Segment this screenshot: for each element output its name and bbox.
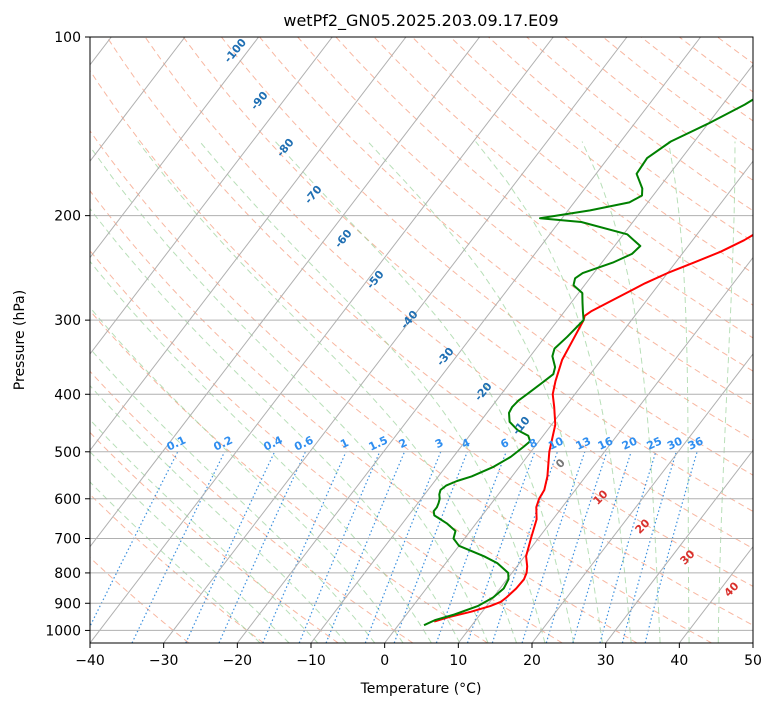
y-axis-label: Pressure (hPa): [12, 290, 28, 390]
y-tick-label: 900: [54, 596, 81, 612]
y-tick-label: 1000: [45, 623, 81, 639]
y-tick-label: 700: [54, 532, 81, 548]
y-tick-label: 100: [54, 30, 81, 46]
chart-title: wetPf2_GN05.2025.203.09.17.E09: [283, 11, 558, 31]
y-tick-label: 600: [54, 492, 81, 508]
x-tick-label: −40: [75, 653, 105, 669]
x-tick-label: −20: [223, 653, 253, 669]
x-tick-label: 30: [597, 653, 615, 669]
x-tick-label: 40: [670, 653, 688, 669]
x-tick-label: −10: [296, 653, 326, 669]
y-tick-label: 400: [54, 387, 81, 403]
y-tick-label: 800: [54, 566, 81, 582]
x-axis-label: Temperature (°C): [360, 681, 482, 697]
y-tick-label: 300: [54, 313, 81, 329]
x-tick-label: 10: [449, 653, 467, 669]
y-tick-label: 200: [54, 209, 81, 225]
y-tick-label: 500: [54, 445, 81, 461]
x-tick-label: 0: [380, 653, 389, 669]
x-tick-label: −30: [149, 653, 179, 669]
x-tick-label: 50: [744, 653, 762, 669]
x-tick-label: 20: [523, 653, 541, 669]
